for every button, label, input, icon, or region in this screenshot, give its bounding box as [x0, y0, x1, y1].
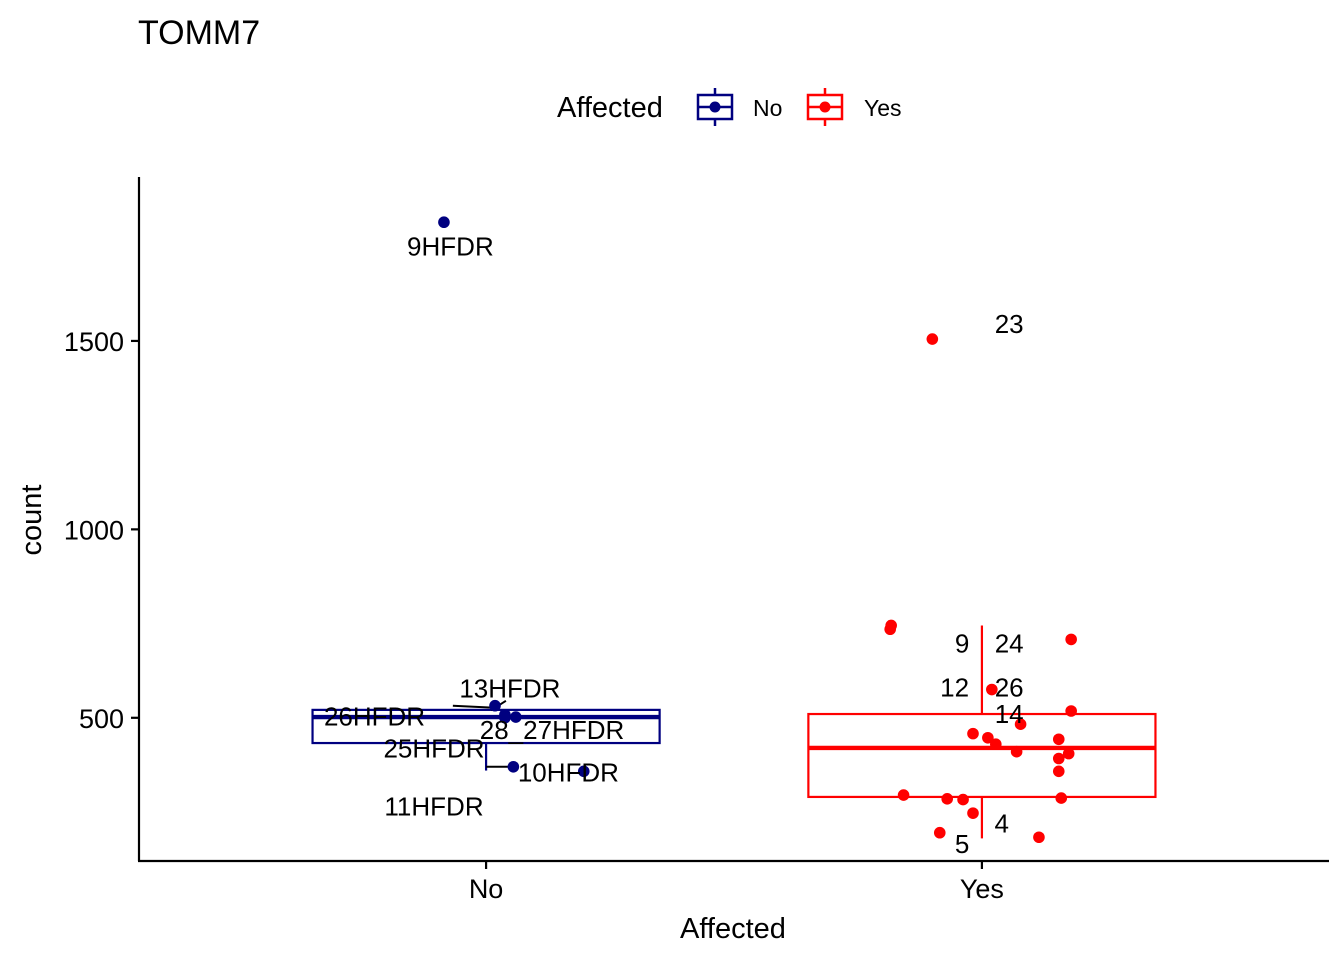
data-point-yes	[884, 623, 896, 636]
chart-title: TOMM7	[138, 14, 260, 52]
data-point-yes	[933, 826, 946, 839]
data-point-yes	[1065, 633, 1077, 646]
data-point-yes	[1010, 745, 1023, 758]
point-label: 9HFDR	[407, 232, 494, 262]
point-label: 10HFDR	[518, 757, 619, 787]
data-point-yes	[1052, 752, 1065, 765]
point-label: 11HFDR	[384, 791, 483, 821]
x-tick-label: No	[469, 874, 504, 904]
data-point-yes	[1052, 733, 1065, 746]
data-point-yes	[1052, 765, 1065, 778]
point-label: 23	[995, 309, 1024, 339]
y-tick-label: 1000	[64, 515, 124, 545]
data-point-no	[510, 711, 522, 723]
data-point-yes	[1062, 747, 1075, 760]
y-axis-title: count	[16, 485, 48, 556]
legend-label-no: No	[753, 95, 782, 121]
point-label: 26	[995, 673, 1024, 703]
data-point-no	[438, 216, 450, 229]
data-point-yes	[941, 793, 954, 805]
y-tick-label: 500	[79, 704, 124, 734]
legend-title: Affected	[557, 92, 663, 124]
x-axis-title: Affected	[680, 913, 786, 945]
data-point-yes	[926, 333, 939, 345]
data-point-no	[577, 765, 590, 778]
box-no	[311, 708, 661, 745]
data-point-yes	[986, 683, 998, 696]
data-point-yes	[967, 807, 979, 819]
box-yes	[807, 712, 1157, 799]
legend-label-yes: Yes	[864, 95, 902, 121]
point-label: 24	[995, 629, 1024, 659]
data-point-yes	[1055, 792, 1068, 804]
legend-key-yes	[806, 88, 844, 126]
point-label: 13HFDR	[459, 673, 560, 703]
y-tick-label: 1500	[64, 327, 124, 357]
point-label: 4	[995, 808, 1009, 838]
point-label: 25HFDR	[383, 734, 484, 764]
data-point-yes	[897, 789, 910, 801]
legend-key-no	[696, 88, 734, 126]
data-point-yes	[1065, 705, 1077, 717]
data-point-yes	[982, 731, 994, 744]
label-connector	[452, 704, 493, 709]
data-point-no	[499, 711, 511, 724]
data-point-yes	[957, 793, 969, 806]
point-label: 5	[955, 829, 969, 859]
data-point-no	[507, 760, 520, 773]
point-label: 14	[995, 699, 1024, 729]
legend: Affected No Yes	[557, 88, 902, 126]
axis-ticks: 500 1000 1500 No Yes	[64, 327, 1004, 904]
data-point-yes	[1033, 831, 1045, 844]
point-label: 26HFDR	[324, 702, 425, 732]
point-label: 12	[940, 673, 969, 703]
data-point-yes	[967, 727, 979, 740]
point-label: 9	[955, 629, 969, 659]
data-point-no	[489, 699, 501, 712]
point-label: 28_27HFDR	[480, 715, 625, 745]
x-tick-label: Yes	[960, 874, 1004, 904]
data-point-yes	[990, 738, 1002, 750]
data-point-yes	[1014, 718, 1027, 730]
